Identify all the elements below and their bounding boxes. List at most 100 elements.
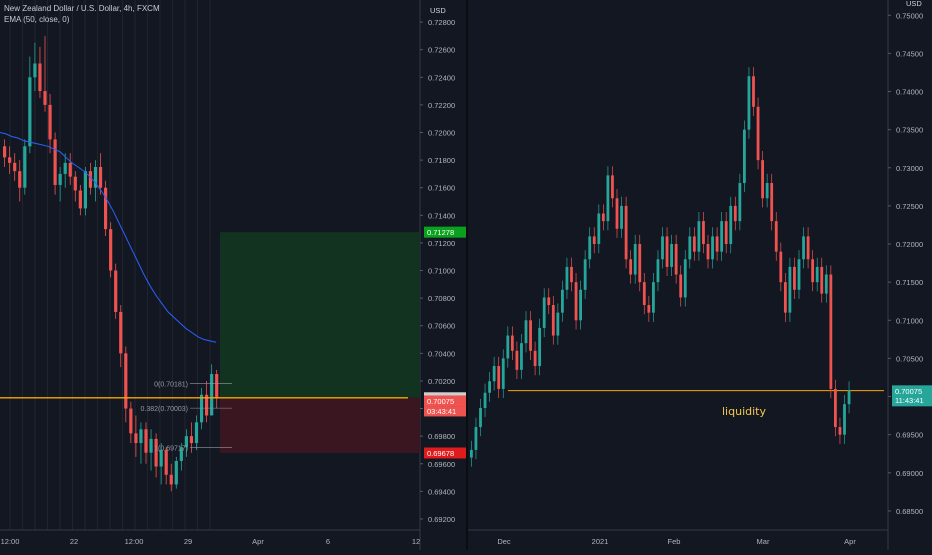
candle-body (501, 358, 505, 389)
right-chart-canvas[interactable]: 0.75000 0.74500 0.74000 0.73500 0.73000 0.725… (468, 0, 932, 550)
candle-body (747, 76, 751, 130)
fib-level-label: 0.382(0.70003) (141, 406, 188, 413)
price-axis-label: 0.70600 (428, 322, 455, 331)
candle-body (104, 187, 108, 230)
candle-body (483, 392, 487, 408)
price-axis-label: 0.71200 (428, 239, 455, 248)
candle-body (601, 213, 605, 222)
candle-body (129, 408, 133, 434)
candle-body (743, 129, 746, 184)
candle-body (88, 171, 93, 188)
price-axis-label: 0.73500 (896, 126, 923, 135)
candle-body (665, 236, 669, 267)
candle-body (174, 460, 178, 485)
candle-body (8, 157, 12, 163)
candle-body (520, 343, 523, 370)
price-axis-label: 0.71000 (428, 267, 455, 276)
price-axis-label: 0.69200 (428, 515, 455, 524)
candle-body (670, 244, 673, 267)
price-axis-label: 0.72000 (896, 240, 923, 249)
price-axis-label: 0.72500 (896, 202, 923, 211)
candle-body (588, 236, 592, 260)
candle-body (620, 205, 623, 229)
candle-body (510, 335, 514, 351)
candle-body (164, 449, 168, 475)
price-axis-label: 0.71800 (428, 156, 455, 165)
candle-body (28, 77, 32, 147)
ema-legend: EMA (50, close, 0) (4, 15, 70, 24)
candle-body (479, 407, 482, 428)
candle-body (674, 244, 678, 275)
candle-body (692, 236, 696, 252)
time-axis-label: Mar (757, 537, 770, 546)
candle-body (565, 266, 569, 290)
candle-body (570, 266, 573, 283)
candle-body (109, 229, 113, 271)
candle-body (515, 350, 519, 370)
candle-body (811, 259, 815, 283)
time-axis-label: Feb (668, 537, 681, 546)
candle-body (679, 274, 683, 298)
price-axis-label: 0.69800 (428, 432, 455, 441)
candle-body (702, 221, 705, 245)
candle-body (134, 433, 138, 444)
price-axis-label: 0.70200 (428, 377, 455, 386)
price-axis-label: 0.69500 (896, 431, 923, 440)
pane-divider[interactable] (466, 0, 468, 550)
candle-body (524, 320, 528, 344)
candle-body (58, 173, 62, 185)
ema-line (0, 132, 217, 343)
candle-body (788, 266, 792, 313)
candle-body (210, 374, 214, 416)
candle-body (774, 221, 778, 252)
time-axis-label: 12:00 (125, 537, 144, 546)
candle-body (583, 259, 587, 290)
last-price-tag-bg (892, 385, 932, 407)
last-price-tag: 0.70075 (895, 387, 922, 396)
last-price-countdown: 11:43:41 (895, 396, 924, 405)
time-axis-label: 22 (70, 537, 78, 546)
candle-body (73, 176, 77, 191)
last-price-tag-countdown: 03:43:41 (427, 407, 456, 416)
candle-body (715, 236, 719, 252)
candle-body (824, 274, 828, 294)
left-chart-pane[interactable]: 0.72800 0.72600 0.72400 0.72200 0.72000 0.718… (0, 0, 468, 550)
candle-body (615, 198, 619, 229)
candle-body (597, 213, 601, 245)
candle-body (838, 427, 842, 435)
candle-body (843, 404, 846, 435)
price-axis-label: 0.72800 (428, 18, 455, 27)
candle-body (470, 449, 473, 458)
time-axis-label: 2021 (592, 537, 609, 546)
candle-body (847, 390, 851, 405)
time-axis-label: 29 (184, 537, 192, 546)
time-axis-label: Apr (252, 537, 264, 546)
liquidity-annotation: liquidity (722, 405, 766, 418)
candle-body (551, 305, 555, 336)
candle-body (542, 297, 546, 328)
candle-body (205, 394, 209, 416)
candle-body (497, 366, 501, 389)
price-axis-label: 0.72000 (428, 129, 455, 138)
candle-body (48, 104, 52, 140)
candle-body (119, 311, 123, 354)
candle-body (144, 429, 148, 453)
candle-body (738, 183, 742, 222)
right-chart-pane[interactable]: 0.75000 0.74500 0.74000 0.73500 0.73000 0.725… (468, 0, 932, 550)
left-chart-canvas[interactable]: 0.72800 0.72600 0.72400 0.72200 0.72000 0.718… (0, 0, 468, 550)
currency-label: USD (430, 6, 446, 15)
target-price-tag-bg (424, 226, 468, 238)
candle-body (592, 236, 596, 245)
candle-body (761, 160, 764, 199)
price-axis-label: 0.71000 (896, 316, 923, 325)
candle-body (474, 427, 478, 450)
candle-body (834, 388, 837, 428)
time-axis-label: 12:00 (1, 537, 20, 546)
candle-body (18, 171, 22, 188)
candle-body (43, 91, 47, 105)
time-axis-label: 6 (326, 537, 330, 546)
candle-body (733, 205, 737, 222)
candle-body (688, 236, 692, 260)
candle-body (149, 438, 153, 453)
candle-body (797, 259, 801, 290)
